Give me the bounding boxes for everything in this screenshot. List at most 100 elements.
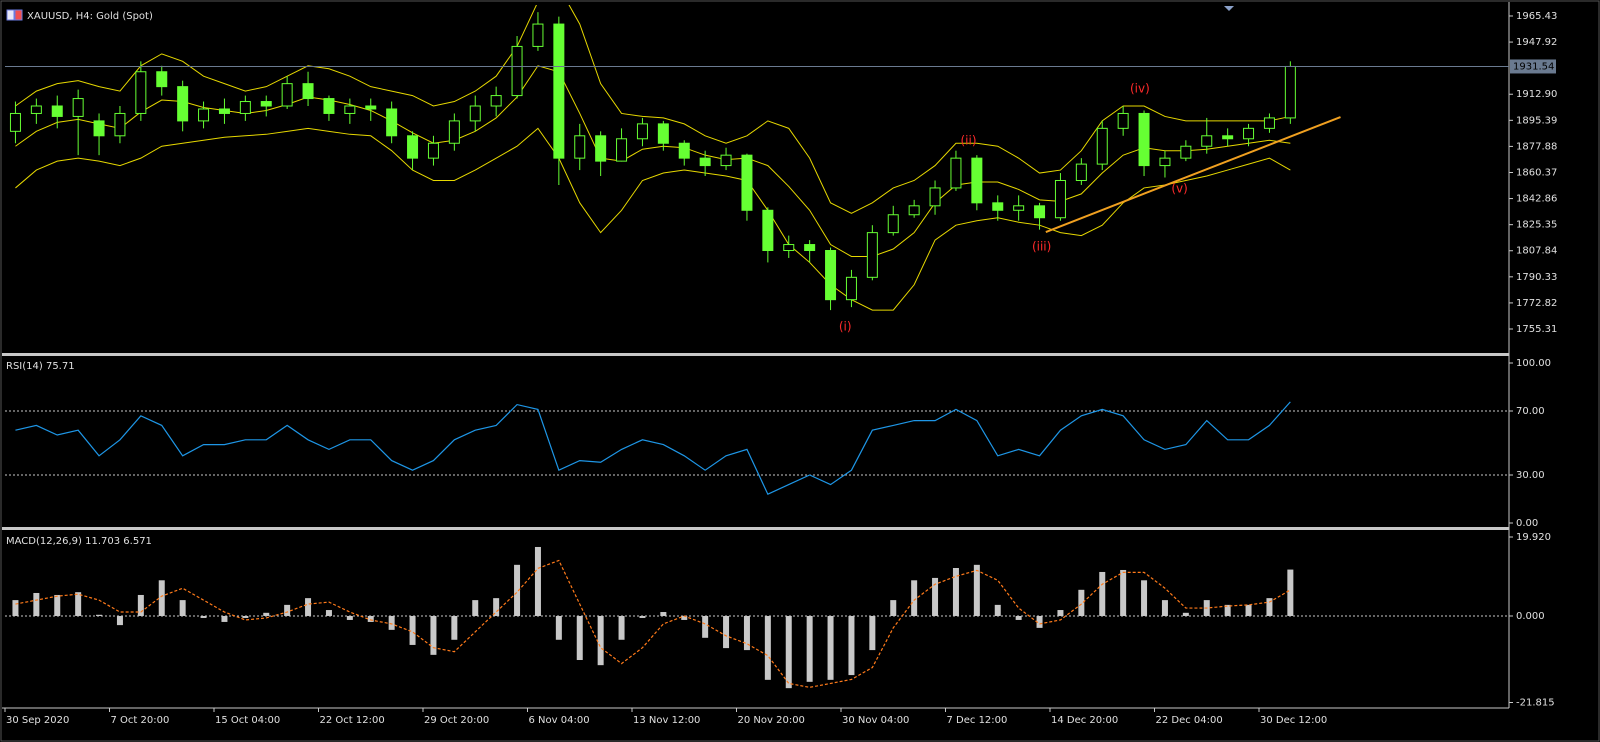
x-tick-label: 15 Oct 04:00	[215, 715, 280, 726]
histogram-bar	[493, 598, 500, 616]
histogram-bar	[723, 615, 730, 649]
y-tick-label: 70.00	[1516, 406, 1545, 417]
histogram-bar	[660, 612, 667, 616]
histogram-bar	[932, 577, 939, 616]
wave-label: (i)	[839, 320, 852, 334]
candle-body	[407, 135, 419, 159]
histogram-bar	[869, 615, 876, 651]
candle-body	[239, 101, 251, 114]
candle-body	[198, 108, 210, 122]
wave-label: (v)	[1171, 181, 1187, 195]
histogram-bar	[1057, 610, 1064, 616]
signal-line	[15, 559, 1291, 688]
candle-body	[281, 83, 293, 107]
y-tick-label: -21.815	[1516, 697, 1555, 708]
wave-label: (iii)	[1032, 240, 1051, 254]
indicator-title: RSI(14) 75.71	[6, 361, 75, 372]
period-marker	[1224, 6, 1234, 11]
candle-body	[72, 98, 84, 117]
histogram-bar	[200, 615, 207, 618]
histogram-bar	[1287, 569, 1294, 616]
histogram-bar	[137, 594, 144, 616]
y-tick-label: 0.00	[1516, 518, 1538, 529]
histogram-bar	[911, 580, 918, 616]
histogram-bar	[1182, 612, 1189, 616]
y-tick-label: 1790.33	[1516, 272, 1557, 283]
candle-body	[93, 120, 105, 137]
histogram-bar	[534, 546, 541, 616]
candle-body	[156, 71, 168, 88]
histogram-bar	[1036, 615, 1043, 628]
band-line	[15, 127, 1291, 311]
candle-body	[511, 45, 523, 97]
candle-body	[741, 154, 753, 211]
candle-body	[323, 98, 335, 114]
candle-body	[1054, 179, 1066, 219]
rsi-line	[15, 401, 1291, 495]
candle-body	[51, 105, 63, 117]
y-tick-label: 1772.82	[1516, 298, 1557, 309]
histogram-bar	[973, 564, 980, 616]
y-tick-label: 1912.90	[1516, 89, 1557, 100]
candle-body	[929, 187, 941, 207]
histogram-bar	[430, 615, 437, 655]
histogram-bar	[743, 615, 750, 651]
candle-body	[490, 95, 502, 107]
histogram-bar	[388, 615, 395, 630]
y-tick-label: 1965.43	[1516, 11, 1557, 22]
candle-body	[887, 214, 899, 234]
x-tick-label: 7 Dec 12:00	[947, 715, 1008, 726]
histogram-bar	[33, 592, 40, 616]
wave-label: (iv)	[1130, 82, 1150, 96]
histogram-bar	[597, 615, 604, 666]
histogram-bar	[514, 564, 521, 616]
histogram-bar	[785, 615, 792, 689]
candle-body	[1263, 117, 1275, 129]
histogram-bar	[221, 615, 228, 622]
candle-body	[595, 135, 607, 162]
candle-body	[365, 105, 377, 110]
candle-body	[825, 250, 837, 301]
panel	[5, 401, 1508, 495]
histogram-bar	[1141, 580, 1148, 616]
candle-body	[532, 23, 544, 47]
panel	[5, 546, 1508, 689]
candle-body	[1117, 112, 1129, 129]
candle-body	[616, 138, 628, 162]
histogram-bar	[472, 600, 479, 616]
candle-body	[218, 108, 230, 114]
x-tick-label: 6 Nov 04:00	[529, 715, 590, 726]
y-tick-label: 1842.86	[1516, 194, 1557, 205]
histogram-bar	[346, 615, 353, 620]
panel-separator	[2, 353, 1509, 356]
candle-body	[1180, 145, 1192, 159]
histogram-bar	[158, 580, 165, 616]
candle-body	[469, 105, 481, 122]
candle-body	[1034, 205, 1046, 219]
candle-body	[260, 101, 272, 107]
x-tick-label: 30 Dec 12:00	[1260, 715, 1327, 726]
histogram-bar	[12, 600, 19, 616]
y-tick-label: 1807.84	[1516, 246, 1557, 257]
wave-label: (ii)	[960, 134, 976, 148]
histogram-bar	[242, 615, 249, 618]
histogram-bar	[555, 615, 562, 640]
histogram-bar	[1161, 600, 1168, 616]
candle-body	[1284, 65, 1296, 119]
x-tick-label: 22 Dec 04:00	[1156, 715, 1223, 726]
candle-body	[177, 86, 189, 122]
y-tick-label: 1825.35	[1516, 220, 1557, 231]
y-tick-label: 1755.31	[1516, 324, 1557, 335]
candle-body	[1013, 205, 1025, 211]
candle-body	[1222, 135, 1234, 140]
y-tick-label: 1947.92	[1516, 37, 1557, 48]
candle-body	[574, 135, 586, 159]
candle-body	[302, 83, 314, 100]
histogram-bar	[451, 615, 458, 640]
histogram-bar	[639, 615, 646, 618]
histogram-bar	[409, 615, 416, 645]
histogram-bar	[848, 615, 855, 676]
candle-body	[1201, 135, 1213, 147]
candle-body	[1159, 157, 1171, 167]
